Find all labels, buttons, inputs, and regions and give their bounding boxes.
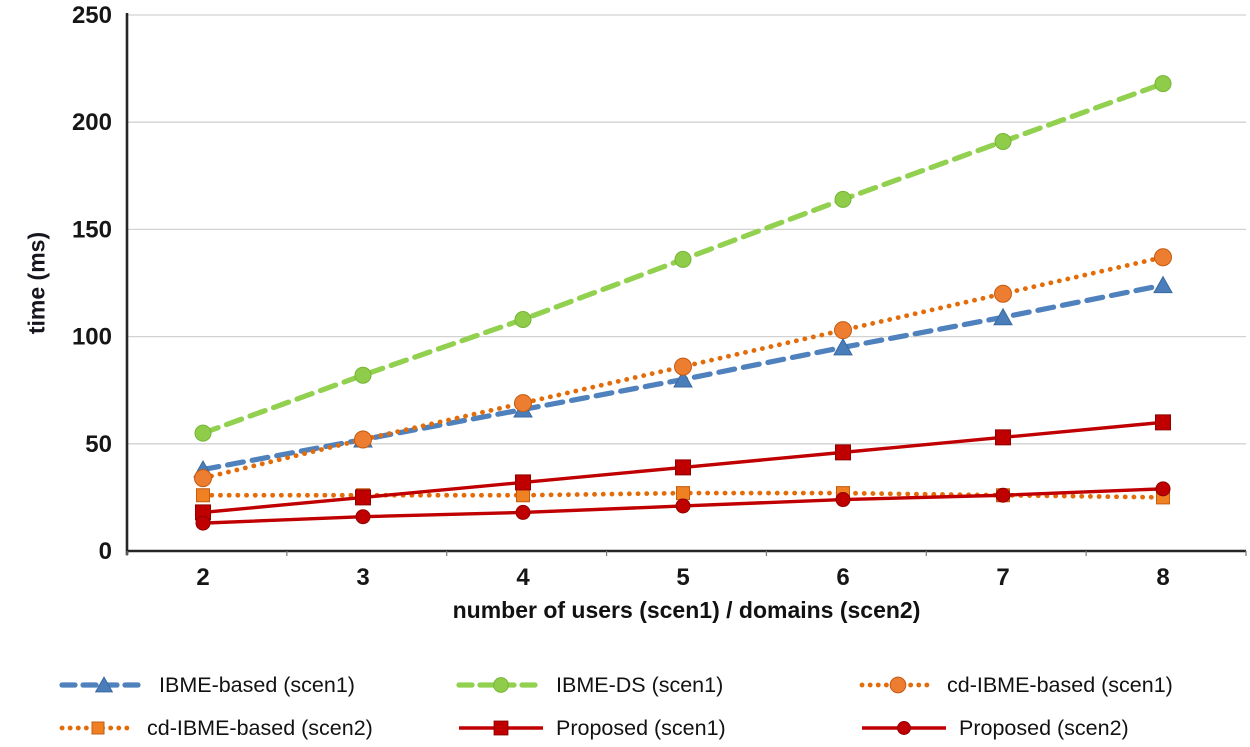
green-dashed-circle-swatch-icon [456,677,546,693]
legend-item-cd-ibme-based-scen1: cd-IBME-based (scen1) [858,671,1173,699]
legend-item-proposed-scen1: Proposed (scen1) [455,714,726,742]
y-axis-title: time (ms) [23,231,50,335]
svg-text:3: 3 [356,564,369,591]
svg-text:2: 2 [196,564,209,591]
svg-text:250: 250 [72,2,112,29]
red-solid-square-swatch-icon [459,720,543,736]
legend-label: IBME-based (scen1) [159,672,355,697]
legend-item-cd-ibme-based-scen2: cd-IBME-based (scen2) [58,714,373,742]
svg-text:8: 8 [1156,564,1169,591]
svg-text:100: 100 [72,324,112,351]
svg-text:7: 7 [996,564,1009,591]
legend-label: cd-IBME-based (scen2) [147,715,373,740]
legend: IBME-based (scen1) IBME-DS (scen1) cd-IB… [0,671,1250,747]
legend-item-ibme-based-scen1: IBME-based (scen1) [58,671,355,699]
blue-dashed-triangle-swatch-icon [59,676,149,693]
svg-text:200: 200 [72,109,112,136]
legend-item-proposed-scen2: Proposed (scen2) [858,714,1129,742]
legend-label: IBME-DS (scen1) [556,672,724,697]
svg-text:4: 4 [516,564,530,591]
red-solid-circle-swatch-icon [862,721,946,735]
svg-text:5: 5 [676,564,689,591]
svg-text:6: 6 [836,564,849,591]
legend-label: Proposed (scen2) [959,715,1129,740]
svg-text:50: 50 [85,431,112,458]
legend-label: cd-IBME-based (scen1) [947,672,1173,697]
plot-area: 0 50 100 150 200 250 2 3 4 5 6 7 8 [72,2,1247,591]
legend-label: Proposed (scen1) [556,715,726,740]
orange-dotted-square-swatch-icon [59,721,137,735]
svg-text:0: 0 [99,538,112,565]
svg-text:150: 150 [72,216,112,243]
x-axis-title: number of users (scen1) / domains (scen2… [452,597,921,623]
orange-dotted-circle-swatch-icon [859,676,937,694]
legend-item-ibme-ds-scen1: IBME-DS (scen1) [455,671,723,699]
